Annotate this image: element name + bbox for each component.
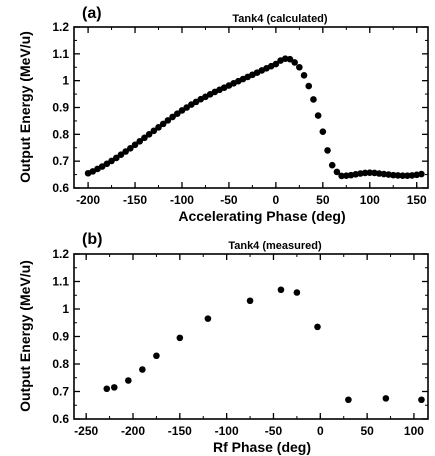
data-point [305, 82, 313, 90]
data-point [324, 147, 331, 154]
data-point [103, 385, 111, 393]
data-point [418, 170, 425, 178]
data-point [272, 60, 280, 68]
data-point [183, 104, 190, 111]
data-point [125, 377, 132, 384]
chart-title: Tank4 (measured) [228, 240, 322, 252]
data-point [366, 169, 374, 177]
data-point [141, 134, 148, 142]
data-point [173, 110, 181, 117]
x-tick-label: 50 [316, 193, 330, 207]
x-tick-label: 100 [360, 193, 380, 207]
y-tick-label: 0.7 [52, 154, 69, 168]
y-tick-label: 0.9 [52, 101, 69, 115]
data-point [150, 127, 158, 135]
x-tick-label: -200 [76, 193, 100, 207]
x-tick-label: -50 [265, 424, 283, 438]
data-point [159, 120, 167, 128]
x-tick-label: -200 [121, 424, 145, 438]
plot-frame [73, 253, 429, 420]
data-point [117, 151, 125, 159]
data-point [204, 315, 212, 322]
x-tick-label: -100 [215, 424, 239, 438]
data-point [394, 172, 402, 179]
x-tick-label: -150 [123, 193, 147, 207]
x-tick-label: 150 [407, 193, 427, 207]
data-point [136, 138, 144, 145]
plot-frame [73, 26, 429, 189]
data-point [169, 113, 176, 121]
data-point [296, 63, 303, 71]
data-point [389, 171, 397, 179]
y-tick-label: 0.8 [52, 357, 69, 371]
x-tick-label: -100 [170, 193, 194, 207]
data-point [139, 366, 146, 373]
data-point [345, 396, 352, 404]
data-point [328, 161, 336, 169]
data-point [103, 160, 111, 168]
data-point [131, 141, 139, 149]
data-point [110, 384, 118, 391]
data-point [145, 131, 153, 138]
data-point [293, 289, 301, 296]
chart-title: Tank4 (calculated) [232, 13, 327, 25]
x-axis-label: Rf Phase (deg) [213, 439, 311, 455]
y-tick-label: 1 [62, 302, 69, 316]
data-point [338, 172, 345, 180]
x-tick-label: -150 [168, 424, 192, 438]
data-point [319, 128, 327, 135]
x-tick-label: -50 [220, 193, 238, 207]
x-axis-label: Accelerating Phase (deg) [178, 208, 345, 224]
data-point [127, 144, 134, 152]
y-axis-label: Output Energy (MeV/u) [17, 260, 33, 412]
data-point [286, 55, 294, 63]
data-point [382, 395, 390, 402]
y-tick-label: 1.2 [52, 247, 69, 261]
data-point [399, 172, 406, 179]
data-point [153, 352, 160, 360]
y-tick-label: 0.6 [52, 181, 69, 195]
y-tick-label: 0.8 [52, 127, 69, 141]
data-point [176, 334, 184, 342]
y-tick-label: 0.9 [52, 330, 69, 344]
x-tick-label: 100 [404, 424, 424, 438]
y-tick-label: 1 [62, 74, 69, 88]
x-tick-label: 50 [360, 424, 374, 438]
y-tick-label: 0.7 [52, 385, 69, 399]
data-point [300, 72, 308, 79]
data-point [112, 154, 120, 162]
y-tick-label: 0.6 [52, 412, 69, 426]
y-axis-label: Output Energy (MeV/u) [17, 31, 33, 183]
x-tick-label: -250 [74, 424, 98, 438]
y-tick-label: 1.1 [52, 275, 69, 289]
data-point [361, 169, 369, 177]
data-point [314, 112, 322, 119]
panel-b-measured: (b) Tank4 (measured) Rf Phase (deg) Output … [17, 231, 429, 455]
data-point [155, 124, 162, 131]
data-point [310, 96, 317, 103]
panel-label: (a) [82, 5, 102, 22]
panel-label: (b) [82, 231, 102, 248]
data-point [122, 148, 129, 155]
data-point [314, 323, 321, 331]
y-tick-label: 1.1 [52, 47, 69, 61]
data-point [277, 286, 285, 294]
data-point [333, 168, 341, 176]
panel-a-calculated: (a) Tank4 (calculated) Accelerating Phase … [17, 5, 429, 224]
x-tick-label: 0 [317, 424, 324, 438]
data-point [246, 297, 254, 305]
data-point [404, 172, 411, 179]
data-point [108, 157, 115, 165]
data-point [178, 107, 186, 114]
data-point [291, 59, 298, 66]
y-tick-label: 1.2 [52, 20, 69, 34]
data-point [164, 117, 172, 124]
x-tick-label: 0 [273, 193, 280, 207]
data-point [418, 396, 425, 404]
